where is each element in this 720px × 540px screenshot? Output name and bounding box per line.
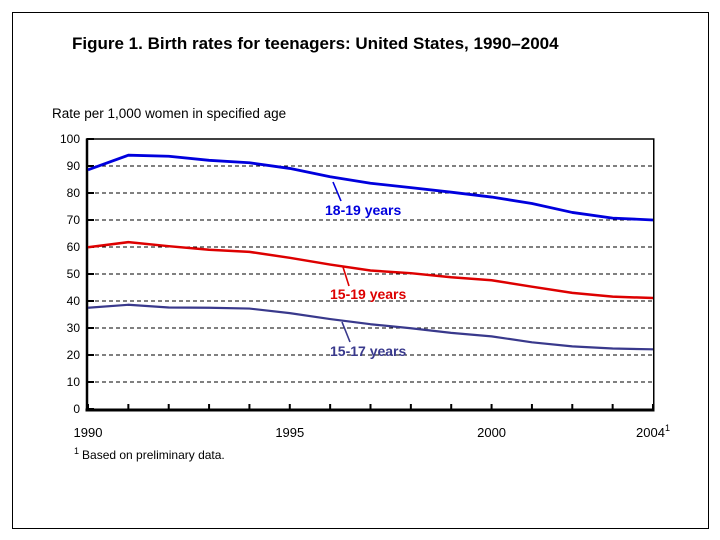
footnote: 1 Based on preliminary data. (74, 446, 225, 462)
y-tick-label-80: 80 (67, 186, 81, 200)
figure-frame (12, 12, 709, 529)
figure-title: Figure 1. Birth rates for teenagers: Uni… (72, 34, 559, 53)
y-tick-label-60: 60 (67, 240, 81, 254)
series-label-leader-15-17-years (341, 321, 351, 343)
y-tick-label-40: 40 (67, 294, 81, 308)
footnote-text: Based on preliminary data. (82, 448, 225, 462)
footnote-superscript: 1 (74, 446, 80, 456)
y-tick-label-70: 70 (67, 213, 81, 227)
series-line-18-19-years (87, 153, 654, 222)
series-label-15-17-years: 15-17 years (330, 343, 407, 359)
series-label-leader-15-19-years (342, 266, 350, 287)
y-tick-label-30: 30 (67, 321, 81, 335)
y-tick-label-0: 0 (73, 402, 80, 416)
x-tick-label-2000: 2000 (477, 425, 506, 440)
y-tick-label-90: 90 (67, 159, 81, 173)
y-tick-label-100: 100 (60, 132, 80, 146)
series-line-15-17-years (87, 303, 654, 351)
y-tick-label-10: 10 (67, 375, 81, 389)
y-tick-label-20: 20 (67, 348, 81, 362)
x-tick-label-1990: 1990 (74, 425, 103, 440)
series-label-leader-18-19-years (332, 181, 342, 202)
x-tick-label-1995: 1995 (275, 425, 304, 440)
series-line-15-19-years (87, 240, 654, 300)
x-tick-label-2004: 20041 (636, 423, 670, 440)
y-tick-label-50: 50 (67, 267, 81, 281)
series-label-15-19-years: 15-19 years (330, 286, 407, 302)
series-label-18-19-years: 18-19 years (325, 202, 402, 218)
y-axis-caption: Rate per 1,000 women in specified age (52, 106, 287, 121)
